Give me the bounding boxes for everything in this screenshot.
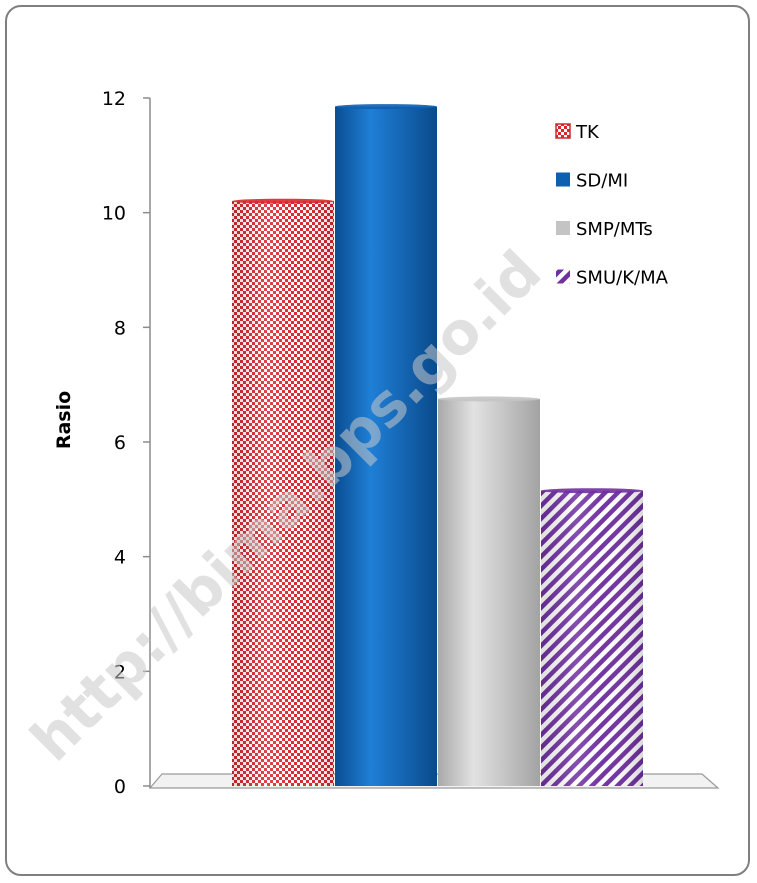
legend-label: TK	[575, 122, 600, 143]
y-tick-label: 4	[114, 547, 126, 569]
legend-label: SD/MI	[576, 171, 628, 192]
bar-shading	[232, 201, 334, 786]
bar-top	[232, 198, 334, 204]
bar-top	[335, 104, 437, 110]
bar-sd-mi	[335, 104, 437, 787]
bar-tk	[232, 198, 334, 786]
bar-smu-k-ma	[541, 488, 643, 786]
y-tick-label: 10	[102, 203, 126, 225]
y-tick-label: 8	[114, 317, 126, 339]
y-axis-title: Rasio	[53, 391, 75, 449]
legend-label: SMP/MTs	[576, 219, 653, 240]
y-tick-label: 6	[114, 432, 126, 454]
y-tick-label: 2	[114, 661, 126, 683]
bar-body	[438, 399, 540, 786]
bar-body	[335, 106, 437, 787]
y-tick-label: 0	[114, 776, 126, 798]
bar-top	[438, 396, 540, 402]
legend-swatch	[556, 221, 570, 235]
legend-swatch	[556, 172, 570, 187]
bar-top	[541, 488, 643, 494]
y-tick-label: 12	[102, 88, 126, 110]
bar-shading	[541, 490, 643, 786]
legend-swatch	[556, 269, 570, 284]
bar-smp-mts	[438, 396, 540, 786]
legend-swatch	[555, 123, 571, 139]
legend-label: SMU/K/MA	[576, 268, 669, 289]
